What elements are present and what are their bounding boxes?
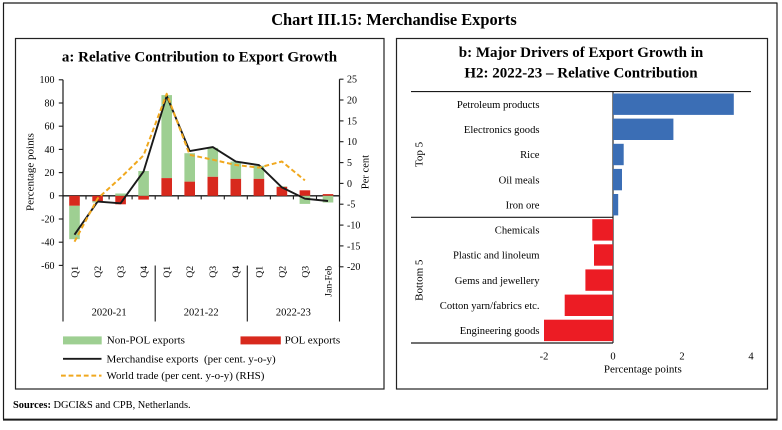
svg-text:Chemicals: Chemicals [495,226,540,237]
svg-text:-60: -60 [41,261,54,272]
svg-text:25: 25 [347,75,357,86]
svg-text:Rice: Rice [520,150,540,161]
svg-text:4: 4 [748,352,754,363]
svg-text:Per cent: Per cent [361,155,372,189]
svg-text:Chart III.15: Merchandise Expo: Chart III.15: Merchandise Exports [271,10,517,29]
svg-text:Non-POL exports: Non-POL exports [107,335,185,347]
svg-text:2021-22: 2021-22 [184,308,219,319]
svg-text:-20: -20 [41,214,54,225]
svg-text:Electronics goods: Electronics goods [464,125,540,136]
svg-text:60: 60 [45,122,55,133]
svg-text:a: Relative Contribution to Ex: a: Relative Contribution to Export Growt… [62,50,338,66]
svg-text:2: 2 [679,352,684,363]
svg-text:Q3: Q3 [116,266,127,278]
svg-text:Engineering goods: Engineering goods [460,326,540,337]
svg-text:Top 5: Top 5 [414,141,426,167]
svg-text:80: 80 [45,98,55,109]
svg-text:Q1: Q1 [162,266,173,278]
svg-text:Bottom 5: Bottom 5 [414,259,426,301]
svg-text:-40: -40 [41,238,54,249]
svg-text:20: 20 [45,168,55,179]
svg-text:Q4: Q4 [231,266,242,278]
svg-text:-5: -5 [347,200,355,211]
svg-text:POL exports: POL exports [285,335,341,347]
svg-text:Iron ore: Iron ore [506,200,540,211]
svg-text:b: Major Drivers of Export Gro: b: Major Drivers of Export Growth in [459,45,704,61]
svg-text:2020-21: 2020-21 [92,308,127,319]
svg-text:Percentage points: Percentage points [25,133,37,211]
svg-text:Gems and jewellery: Gems and jewellery [455,276,540,287]
svg-text:-10: -10 [347,221,360,232]
svg-text:Q3: Q3 [208,266,219,278]
svg-text:Plastic and linoleum: Plastic and linoleum [453,251,540,262]
svg-text:Q2: Q2 [277,266,288,278]
svg-text:World trade (per cent. y-o-y): World trade (per cent. y-o-y) (RHS) [107,370,265,382]
svg-text:20: 20 [347,95,357,106]
svg-text:0: 0 [50,191,55,202]
svg-text:0: 0 [347,179,352,190]
svg-text:Q4: Q4 [139,266,150,278]
svg-text:H2: 2022-23 – Relative Contrib: H2: 2022-23 – Relative Contribution [464,65,698,81]
svg-text:Q1: Q1 [70,266,81,278]
svg-text:Q1: Q1 [254,266,265,278]
svg-text:5: 5 [347,158,352,169]
svg-text:-20: -20 [347,262,360,273]
svg-text:Q2: Q2 [185,266,196,278]
svg-text:2022-23: 2022-23 [276,308,311,319]
svg-text:Jan-Feb: Jan-Feb [323,266,334,297]
svg-text:Petroleum products: Petroleum products [457,100,540,111]
svg-text:-15: -15 [347,241,360,252]
svg-text:Merchandise exports (per cent: Merchandise exports (per cent. y-o-y) [107,353,277,365]
svg-text:10: 10 [347,137,357,148]
svg-text:40: 40 [45,145,55,156]
svg-text:-2: -2 [540,352,549,363]
svg-text:Q2: Q2 [93,266,104,278]
svg-text:Oil meals: Oil meals [499,175,540,186]
svg-text:Percentage points: Percentage points [604,364,682,376]
svg-text:15: 15 [347,116,357,127]
svg-text:Q3: Q3 [300,266,311,278]
svg-text:100: 100 [40,75,55,86]
svg-text:0: 0 [610,352,615,363]
svg-text:Cotton yarn/fabrics etc.: Cotton yarn/fabrics etc. [440,301,540,312]
svg-text:Sources: DGCI&S and CPB, Nethe: Sources: DGCI&S and CPB, Netherlands. [13,400,191,411]
